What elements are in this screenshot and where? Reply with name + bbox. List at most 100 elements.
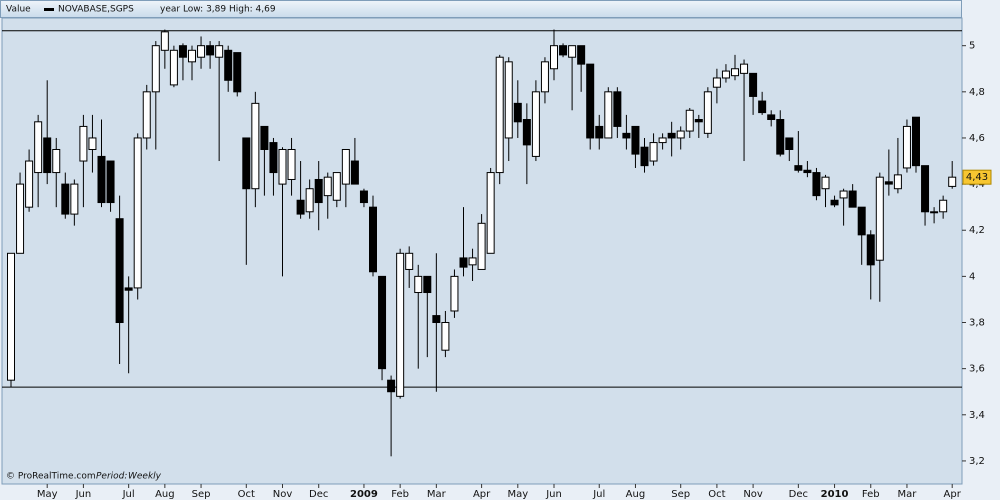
- candle-body: [369, 206, 377, 273]
- candle-body: [640, 146, 649, 167]
- x-tick-label: Jun: [545, 489, 562, 500]
- candle-body: [939, 199, 948, 213]
- x-tick-label: Oct: [238, 489, 255, 500]
- x-tick-label: Aug: [155, 489, 175, 500]
- candle-body: [414, 275, 423, 294]
- candle-body: [97, 155, 106, 204]
- candle-body: [613, 91, 622, 127]
- candle-body: [7, 252, 15, 381]
- candle-body: [332, 172, 341, 201]
- candle-body: [242, 137, 251, 190]
- candle-body: [233, 52, 242, 93]
- candle-body: [703, 91, 712, 134]
- candle-body: [604, 91, 613, 139]
- candle-body: [432, 315, 441, 324]
- candle-body: [540, 61, 549, 93]
- candle-body: [287, 148, 296, 180]
- candle-body: [52, 148, 61, 174]
- candle-body: [577, 45, 586, 65]
- candle-body: [857, 206, 866, 236]
- candle-body: [767, 114, 776, 121]
- candle-body: [378, 275, 387, 370]
- candle-body: [568, 45, 577, 58]
- candle-body: [866, 234, 875, 266]
- candle-body: [34, 121, 43, 174]
- x-tick-label: Mar: [427, 489, 447, 500]
- candle-body: [930, 211, 939, 214]
- header-bar: [0, 0, 962, 18]
- candle-body: [676, 130, 685, 139]
- x-tick-label: Feb: [862, 489, 880, 500]
- candle-body: [341, 148, 350, 185]
- candle-body: [441, 322, 450, 351]
- y-tick-label: 4,8: [969, 87, 985, 98]
- candle-body: [188, 49, 196, 63]
- candle-body: [902, 125, 911, 169]
- candle-body: [504, 61, 513, 139]
- candle-body: [25, 160, 34, 208]
- candle-body: [550, 45, 558, 70]
- x-tick-label: May: [507, 489, 528, 500]
- candle-body: [160, 31, 169, 51]
- x-tick-label: Jul: [122, 489, 135, 500]
- x-tick-label: Sep: [192, 489, 211, 500]
- candle-body: [839, 190, 848, 199]
- period-label: Period:: [96, 472, 127, 482]
- candle-body: [531, 91, 540, 157]
- candle-body: [224, 49, 233, 81]
- candle-body: [215, 45, 224, 58]
- candle-body: [124, 287, 133, 291]
- candle-body: [586, 63, 595, 139]
- candle-body: [812, 172, 821, 197]
- candle-body: [740, 63, 749, 74]
- candle-body: [115, 218, 124, 324]
- x-tick-label: Nov: [273, 489, 293, 500]
- candle-body: [314, 178, 323, 204]
- x-tick-label: 2009: [350, 489, 378, 500]
- legend-swatch: [44, 8, 54, 11]
- y-tick-label: 4,6: [969, 133, 985, 144]
- candle-body: [405, 252, 414, 270]
- x-tick-label: Dec: [309, 489, 328, 500]
- candle-body: [559, 45, 568, 56]
- candle-body: [495, 56, 504, 174]
- candle-body: [61, 183, 70, 215]
- y-tick-label: 3,2: [969, 456, 985, 467]
- candle-body: [269, 142, 278, 174]
- candle-body: [667, 132, 676, 139]
- candle-body: [296, 199, 305, 215]
- candle-body: [396, 252, 405, 397]
- candle-body: [88, 137, 97, 150]
- candle-body: [142, 91, 151, 139]
- x-tick-label: Sep: [671, 489, 690, 500]
- last-price-label: 4,43: [966, 172, 988, 183]
- candle-body: [948, 176, 957, 187]
- x-tick-label: Jul: [592, 489, 605, 500]
- candle-body: [251, 102, 260, 190]
- candle-body: [151, 45, 160, 93]
- candle-body: [721, 70, 730, 79]
- y-tick-label: 4,2: [969, 225, 985, 236]
- last-price-tag: [962, 169, 992, 185]
- candle-body: [513, 102, 522, 123]
- x-tick-label: Oct: [708, 489, 725, 500]
- candle-body: [712, 77, 721, 88]
- candle-body: [875, 176, 884, 261]
- x-tick-label: Apr: [473, 489, 491, 500]
- candle-body: [278, 148, 287, 185]
- x-tick-label: May: [37, 489, 58, 500]
- candle-body: [595, 125, 604, 139]
- candle-body: [694, 119, 703, 123]
- period-value: Weekly: [128, 472, 162, 482]
- candle-body: [731, 68, 739, 77]
- candle-body: [912, 116, 920, 167]
- candle-body: [477, 222, 486, 270]
- y-tick-label: 3,6: [969, 364, 985, 375]
- candle-body: [758, 100, 767, 114]
- candle-body: [206, 45, 215, 56]
- candle-body: [387, 379, 396, 393]
- candle-body: [785, 137, 794, 150]
- candle-body: [821, 176, 830, 190]
- candle-body: [468, 257, 477, 266]
